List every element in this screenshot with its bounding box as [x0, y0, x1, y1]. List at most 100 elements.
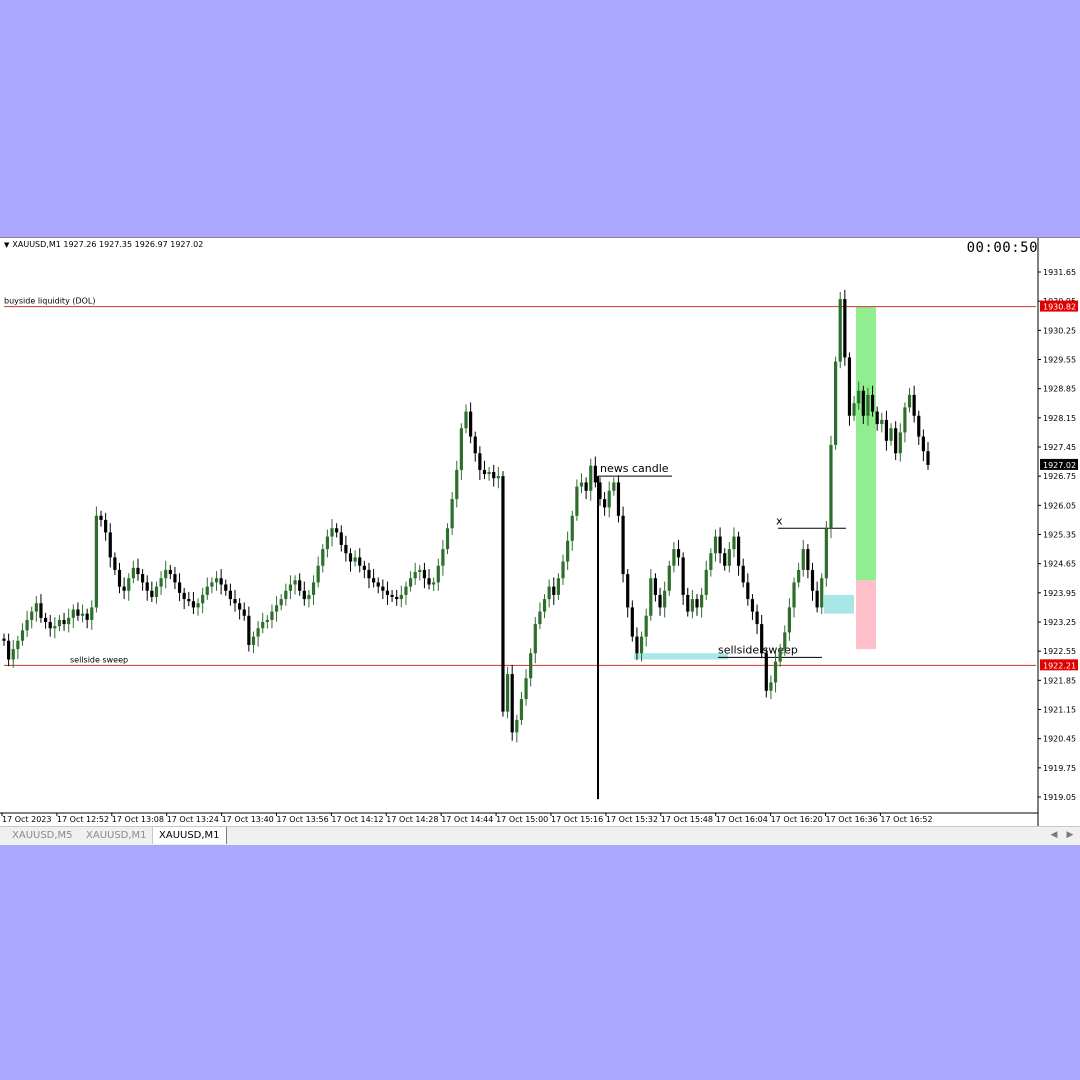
- bull-candle: [311, 582, 316, 595]
- bear-candle: [99, 515, 103, 520]
- bull-candle: [196, 603, 200, 608]
- bear-candle: [122, 586, 126, 591]
- bull-candle: [265, 619, 269, 622]
- price-label-box: [1040, 458, 1078, 470]
- bear-candle: [191, 601, 196, 608]
- x-tick-label: 17 Oct 16:20: [771, 815, 823, 824]
- bear-candle: [736, 536, 741, 566]
- scroll-right-icon[interactable]: ▶: [1066, 830, 1074, 840]
- bear-candle: [894, 428, 898, 454]
- bull-candle: [432, 582, 436, 585]
- bear-candle: [861, 390, 865, 416]
- bear-candle: [621, 515, 625, 575]
- bull-candle: [903, 407, 907, 433]
- bull-candle: [164, 569, 168, 579]
- bear-candle: [233, 599, 237, 604]
- scroll-left-icon[interactable]: ◀: [1050, 830, 1058, 840]
- bear-candle: [723, 553, 727, 566]
- bear-candle: [390, 594, 394, 597]
- chart-window[interactable]: buyside liquidity (DOL) sellside sweep ne…: [0, 237, 1080, 845]
- bear-candle: [182, 592, 186, 600]
- bear-candle: [358, 557, 362, 566]
- x-tick-label: 17 Oct 2023: [2, 815, 51, 824]
- bear-candle: [117, 569, 122, 587]
- bull-candle: [210, 582, 214, 587]
- tab-xauusd-m5[interactable]: XAUUSD,M5: [12, 830, 73, 841]
- bear-candle: [372, 578, 376, 583]
- bear-candle: [376, 582, 380, 587]
- bear-candle: [7, 640, 11, 660]
- x-tick-label: 17 Oct 13:56: [277, 815, 329, 824]
- bull-candle: [889, 428, 893, 441]
- bull-candle: [672, 549, 676, 566]
- bull-candle: [690, 599, 694, 612]
- bull-candle: [866, 394, 870, 416]
- bull-candle: [80, 613, 85, 616]
- bull-candle: [20, 630, 25, 641]
- bull-candle: [487, 472, 491, 475]
- bear-candle: [469, 411, 473, 437]
- bull-candle: [71, 609, 75, 618]
- bull-candle: [205, 586, 209, 595]
- bear-candle: [242, 609, 246, 616]
- price-label-box: [1040, 300, 1078, 312]
- bull-candle: [713, 536, 718, 554]
- symbol-info: ▼ XAUUSD,M1 1927.26 1927.35 1926.97 1927.…: [4, 240, 203, 249]
- y-tick-label: 1923.95: [1043, 589, 1076, 598]
- bull-candle: [801, 549, 805, 570]
- bull-candle: [94, 515, 98, 608]
- bull-candle: [732, 536, 736, 550]
- bull-candle: [214, 578, 219, 583]
- bear-candle: [741, 565, 745, 583]
- bear-candle: [510, 674, 514, 733]
- x-tick-label: 17 Oct 14:28: [386, 815, 438, 824]
- bull-candle: [288, 584, 293, 591]
- bull-candle: [907, 394, 912, 408]
- bear-candle: [718, 536, 722, 554]
- bull-candle: [496, 476, 500, 479]
- bull-candle: [575, 486, 579, 516]
- bull-candle: [459, 428, 463, 470]
- x-tick-label: 17 Oct 14:44: [441, 815, 493, 824]
- bear-candle: [76, 609, 80, 616]
- bull-candle: [399, 594, 403, 600]
- bear-candle: [806, 549, 810, 570]
- bear-candle: [746, 582, 750, 600]
- sellside-sweep-anno-label: sellside sweep: [718, 643, 798, 656]
- dropdown-triangle-icon[interactable]: ▼: [4, 241, 10, 249]
- chart-canvas[interactable]: buyside liquidity (DOL) sellside sweep ne…: [0, 238, 1080, 826]
- bear-candle: [492, 472, 496, 479]
- bull-candle: [293, 580, 297, 585]
- bull-candle: [519, 699, 524, 720]
- y-tick-label: 1926.75: [1043, 472, 1076, 481]
- bull-candle: [829, 444, 833, 529]
- bear-candle: [43, 617, 48, 622]
- bull-candle: [556, 578, 560, 595]
- bull-candle: [542, 599, 547, 612]
- bull-candle: [792, 582, 796, 608]
- bear-candle: [219, 578, 223, 585]
- y-tick-label: 1920.45: [1043, 735, 1076, 744]
- bull-candle: [261, 622, 265, 629]
- x-tick-label: 17 Oct 12:52: [57, 815, 109, 824]
- bull-candle: [307, 594, 311, 600]
- bull-candle: [533, 624, 537, 654]
- bull-candle: [408, 578, 413, 587]
- tab-xauusd-m1[interactable]: XAUUSD,M1: [86, 830, 147, 841]
- bear-candle: [847, 357, 852, 416]
- tab-xauusd-m1-active[interactable]: XAUUSD,M1: [152, 827, 227, 844]
- bear-candle: [884, 419, 889, 441]
- bear-candle: [635, 636, 639, 654]
- y-tick-label: 1925.35: [1043, 531, 1076, 540]
- bear-candle: [926, 451, 930, 465]
- bull-candle: [256, 628, 260, 637]
- bear-candle: [917, 415, 921, 437]
- bull-candle: [704, 569, 708, 595]
- bull-candle: [547, 586, 551, 600]
- bull-candle: [455, 469, 459, 500]
- bull-candle: [505, 674, 510, 712]
- bear-candle: [141, 574, 145, 583]
- bull-candle: [769, 682, 773, 691]
- bull-candle: [316, 565, 320, 583]
- bear-candle: [760, 624, 764, 654]
